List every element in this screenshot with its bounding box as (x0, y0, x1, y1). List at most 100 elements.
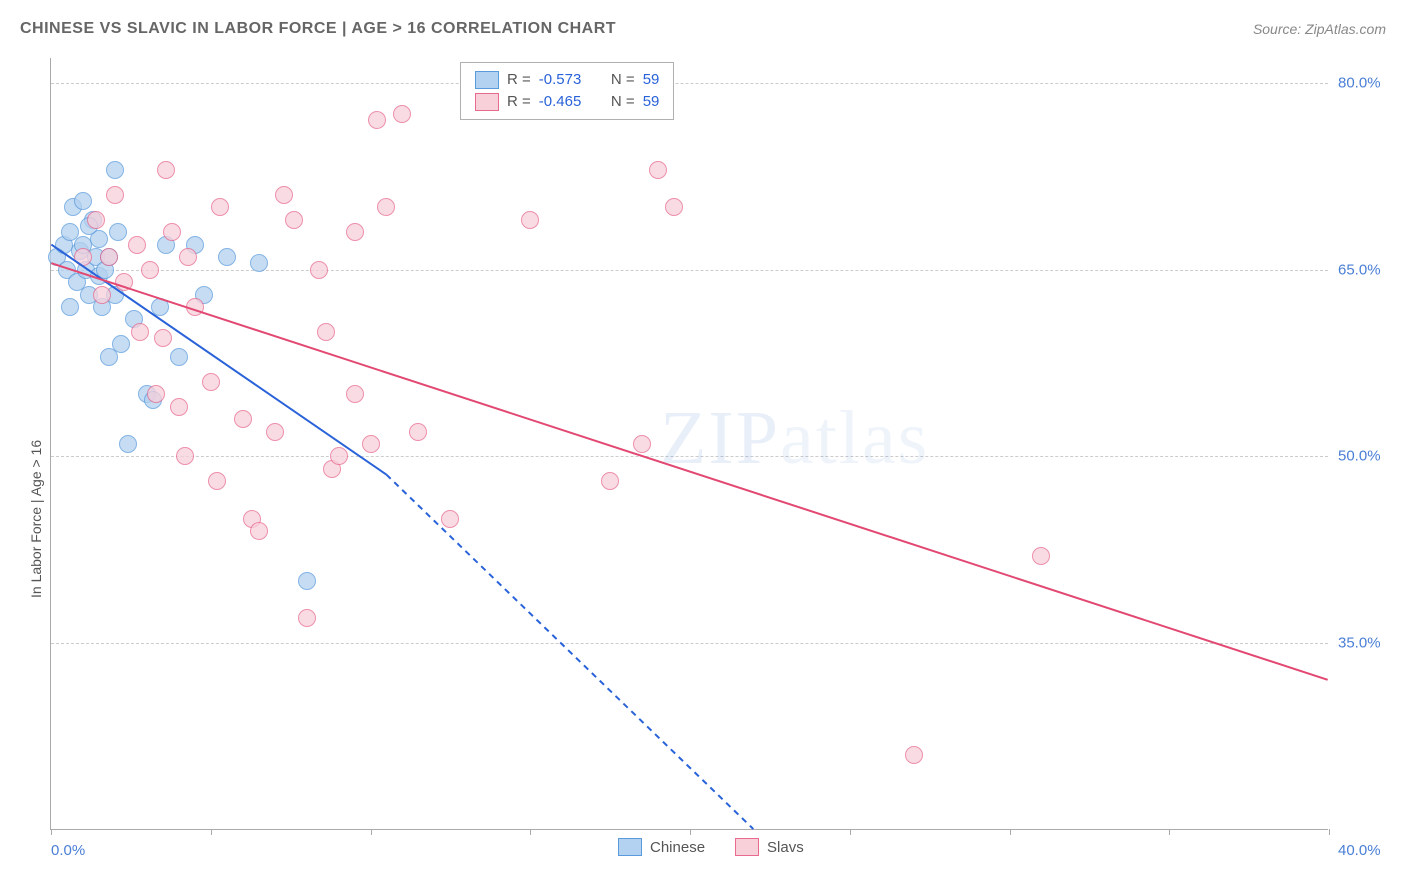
scatter-point (250, 254, 268, 272)
legend-series-item: Slavs (735, 838, 804, 856)
x-tick-mark (690, 829, 691, 835)
scatter-point (285, 211, 303, 229)
x-axis-max-label: 40.0% (1338, 842, 1398, 859)
scatter-point (377, 198, 395, 216)
x-axis-min-label: 0.0% (51, 842, 85, 859)
scatter-point (633, 435, 651, 453)
scatter-point (330, 447, 348, 465)
gridline-h (51, 83, 1328, 84)
scatter-point (176, 447, 194, 465)
x-tick-mark (51, 829, 52, 835)
scatter-point (100, 248, 118, 266)
r-value: -0.573 (539, 69, 599, 91)
legend-swatch (475, 71, 499, 89)
y-tick-label: 50.0% (1338, 448, 1398, 465)
y-tick-label: 35.0% (1338, 635, 1398, 652)
title-bar: CHINESE VS SLAVIC IN LABOR FORCE | AGE >… (20, 20, 1386, 38)
scatter-point (649, 161, 667, 179)
scatter-point (1032, 547, 1050, 565)
n-label: N = (607, 91, 635, 113)
legend-stat-row: R = -0.465 N = 59 (475, 91, 659, 113)
scatter-point (106, 161, 124, 179)
scatter-point (87, 211, 105, 229)
regression-lines-layer (51, 58, 1328, 829)
scatter-point (119, 435, 137, 453)
scatter-point (93, 286, 111, 304)
chart-title: CHINESE VS SLAVIC IN LABOR FORCE | AGE >… (20, 20, 616, 38)
gridline-h (51, 643, 1328, 644)
legend-stat-row: R = -0.573 N = 59 (475, 69, 659, 91)
scatter-point (346, 385, 364, 403)
legend-swatch (735, 838, 759, 856)
x-tick-mark (530, 829, 531, 835)
scatter-point (218, 248, 236, 266)
x-tick-mark (1329, 829, 1330, 835)
scatter-point (157, 161, 175, 179)
scatter-point (74, 192, 92, 210)
scatter-point (298, 572, 316, 590)
r-label: R = (507, 69, 531, 91)
scatter-point (211, 198, 229, 216)
scatter-point (362, 435, 380, 453)
legend-series-label: Slavs (767, 839, 804, 856)
x-tick-mark (1169, 829, 1170, 835)
scatter-point (441, 510, 459, 528)
n-value: 59 (643, 69, 660, 91)
y-tick-label: 65.0% (1338, 261, 1398, 278)
gridline-h (51, 270, 1328, 271)
scatter-point (74, 248, 92, 266)
scatter-point (128, 236, 146, 254)
chart-plot-area: 35.0%50.0%65.0%80.0%0.0%40.0% (50, 58, 1328, 830)
scatter-point (521, 211, 539, 229)
scatter-point (317, 323, 335, 341)
x-tick-mark (371, 829, 372, 835)
y-axis-title: In Labor Force | Age > 16 (28, 440, 44, 598)
x-tick-mark (211, 829, 212, 835)
scatter-point (147, 385, 165, 403)
r-value: -0.465 (539, 91, 599, 113)
scatter-point (163, 223, 181, 241)
gridline-h (51, 456, 1328, 457)
scatter-point (186, 298, 204, 316)
scatter-point (115, 273, 133, 291)
n-value: 59 (643, 91, 660, 113)
scatter-point (905, 746, 923, 764)
scatter-point (109, 223, 127, 241)
x-tick-mark (850, 829, 851, 835)
r-label: R = (507, 91, 531, 113)
n-label: N = (607, 69, 635, 91)
scatter-point (170, 398, 188, 416)
scatter-point (346, 223, 364, 241)
scatter-point (393, 105, 411, 123)
scatter-point (275, 186, 293, 204)
scatter-point (151, 298, 169, 316)
scatter-point (61, 298, 79, 316)
scatter-point (368, 111, 386, 129)
scatter-point (131, 323, 149, 341)
scatter-point (601, 472, 619, 490)
x-tick-mark (1010, 829, 1011, 835)
scatter-point (234, 410, 252, 428)
scatter-point (250, 522, 268, 540)
scatter-point (170, 348, 188, 366)
legend-series-label: Chinese (650, 839, 705, 856)
scatter-point (665, 198, 683, 216)
scatter-point (179, 248, 197, 266)
scatter-point (202, 373, 220, 391)
scatter-point (310, 261, 328, 279)
scatter-point (106, 186, 124, 204)
source-label: Source: ZipAtlas.com (1253, 21, 1386, 37)
scatter-point (266, 423, 284, 441)
scatter-point (208, 472, 226, 490)
scatter-point (141, 261, 159, 279)
legend-swatch (618, 838, 642, 856)
y-tick-label: 80.0% (1338, 74, 1398, 91)
legend-series-item: Chinese (618, 838, 705, 856)
scatter-point (100, 348, 118, 366)
series-legend: Chinese Slavs (618, 838, 804, 856)
correlation-legend: R = -0.573 N = 59 R = -0.465 N = 59 (460, 62, 674, 120)
scatter-point (154, 329, 172, 347)
legend-swatch (475, 93, 499, 111)
scatter-point (298, 609, 316, 627)
scatter-point (409, 423, 427, 441)
